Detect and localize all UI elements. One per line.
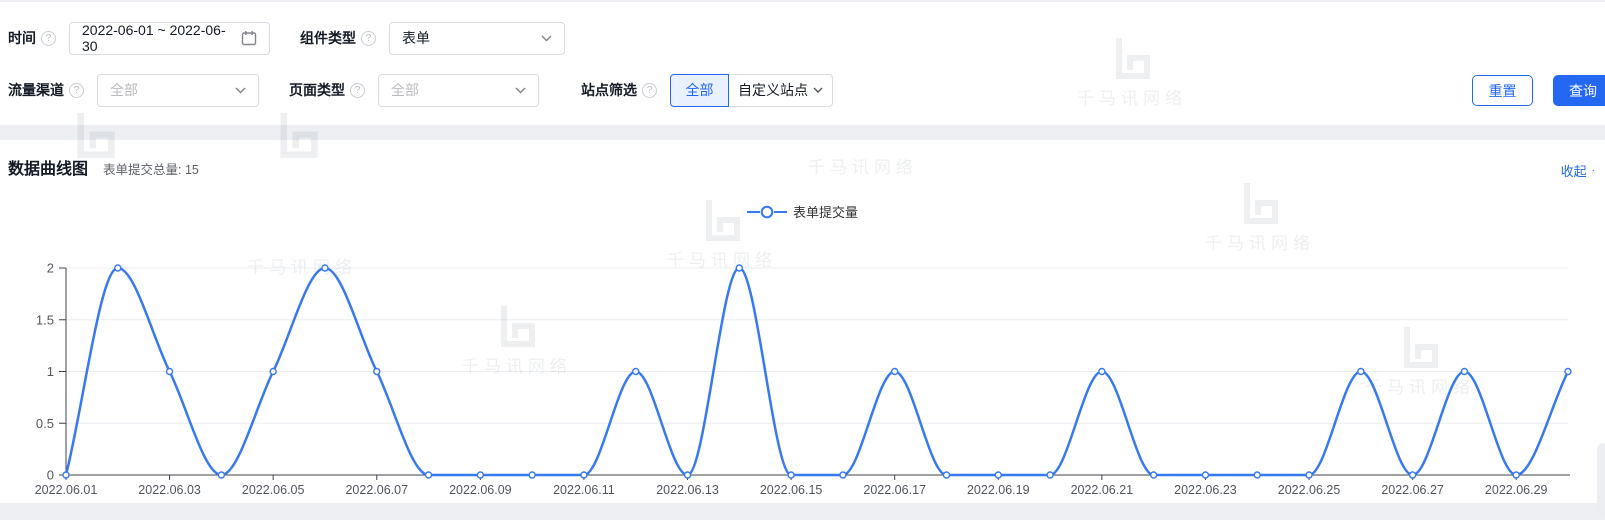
traffic-channel-select[interactable]: 全部 xyxy=(97,73,259,107)
svg-text:1.5: 1.5 xyxy=(36,312,54,327)
svg-text:2022.06.09: 2022.06.09 xyxy=(449,483,512,497)
help-icon[interactable]: ? xyxy=(69,82,84,98)
chart-header: 数据曲线图 表单提交总量: 15 xyxy=(8,155,199,179)
query-button[interactable]: 查询 xyxy=(1553,75,1605,106)
chevron-down-icon xyxy=(813,87,823,93)
component-type-label: 组件类型 xyxy=(300,30,356,46)
svg-text:2022.06.11: 2022.06.11 xyxy=(553,483,615,497)
help-icon[interactable]: ? xyxy=(361,30,376,46)
calendar-icon xyxy=(241,31,257,46)
reset-button[interactable]: 重置 xyxy=(1472,75,1533,106)
svg-text:2022.06.07: 2022.06.07 xyxy=(345,483,408,497)
chart-total-badge: 表单提交总量: 15 xyxy=(103,163,199,177)
svg-text:2022.06.01: 2022.06.01 xyxy=(35,483,98,497)
help-icon[interactable]: ? xyxy=(642,82,657,98)
svg-text:2022.06.03: 2022.06.03 xyxy=(138,483,201,497)
chevron-down-icon xyxy=(515,86,526,94)
time-filter-label: 时间 xyxy=(8,30,36,46)
chevron-down-icon xyxy=(235,86,246,94)
svg-text:2022.06.05: 2022.06.05 xyxy=(242,483,305,497)
site-filter-group: 全部 自定义站点 xyxy=(670,73,833,107)
traffic-channel-value: 全部 xyxy=(110,82,138,98)
svg-text:2022.06.21: 2022.06.21 xyxy=(1071,483,1134,497)
svg-text:2022.06.15: 2022.06.15 xyxy=(760,483,823,497)
site-filter-custom-button[interactable]: 自定义站点 xyxy=(729,73,833,107)
svg-text:0.5: 0.5 xyxy=(36,416,54,431)
page-type-label: 页面类型 xyxy=(289,82,345,98)
collapse-caret-icon: · xyxy=(1591,165,1595,176)
component-type-value: 表单 xyxy=(402,30,430,46)
chart-panel: 数据曲线图 表单提交总量: 15 收起 · 表单提交量 0 0.5 1 1.5 2 202… xyxy=(0,140,1605,503)
site-filter-all-button[interactable]: 全部 xyxy=(670,73,729,107)
date-range-value: 2022-06-01 ~ 2022-06-30 xyxy=(82,22,226,54)
chevron-down-icon xyxy=(541,34,552,42)
traffic-channel-label: 流量渠道 xyxy=(8,82,64,98)
svg-text:2022.06.25: 2022.06.25 xyxy=(1278,483,1341,497)
svg-text:0: 0 xyxy=(47,468,54,483)
svg-text:2022.06.13: 2022.06.13 xyxy=(656,483,719,497)
filter-panel: 时间 ? 2022-06-01 ~ 2022-06-30 组件类型 ? 表单 流… xyxy=(0,2,1605,125)
help-icon[interactable]: ? xyxy=(350,82,365,98)
svg-text:1: 1 xyxy=(47,364,54,379)
legend-label: 表单提交量 xyxy=(792,205,858,220)
collapse-link[interactable]: 收起 · xyxy=(1560,164,1595,179)
svg-text:2022.06.29: 2022.06.29 xyxy=(1485,483,1548,497)
svg-text:2022.06.19: 2022.06.19 xyxy=(967,483,1030,497)
chart-title: 数据曲线图 xyxy=(8,161,89,178)
svg-text:2022.06.23: 2022.06.23 xyxy=(1174,483,1237,497)
chart-legend[interactable]: 表单提交量 xyxy=(0,202,1605,221)
svg-text:2: 2 xyxy=(47,261,54,276)
legend-line-marker-icon xyxy=(746,205,787,218)
svg-text:2022.06.17: 2022.06.17 xyxy=(863,483,926,497)
date-range-input[interactable]: 2022-06-01 ~ 2022-06-30 xyxy=(69,21,270,55)
page-type-value: 全部 xyxy=(391,82,419,98)
help-icon[interactable]: ? xyxy=(41,30,56,46)
site-filter-label: 站点筛选 xyxy=(581,82,637,98)
floating-edge-widget[interactable] xyxy=(1597,443,1605,517)
page-type-select[interactable]: 全部 xyxy=(378,73,539,107)
line-chart[interactable]: 0 0.5 1 1.5 2 2022.06.01 2022.06.03 2022.06.05 2… xyxy=(0,140,1605,503)
component-type-select[interactable]: 表单 xyxy=(389,21,565,55)
svg-text:2022.06.27: 2022.06.27 xyxy=(1381,483,1444,497)
